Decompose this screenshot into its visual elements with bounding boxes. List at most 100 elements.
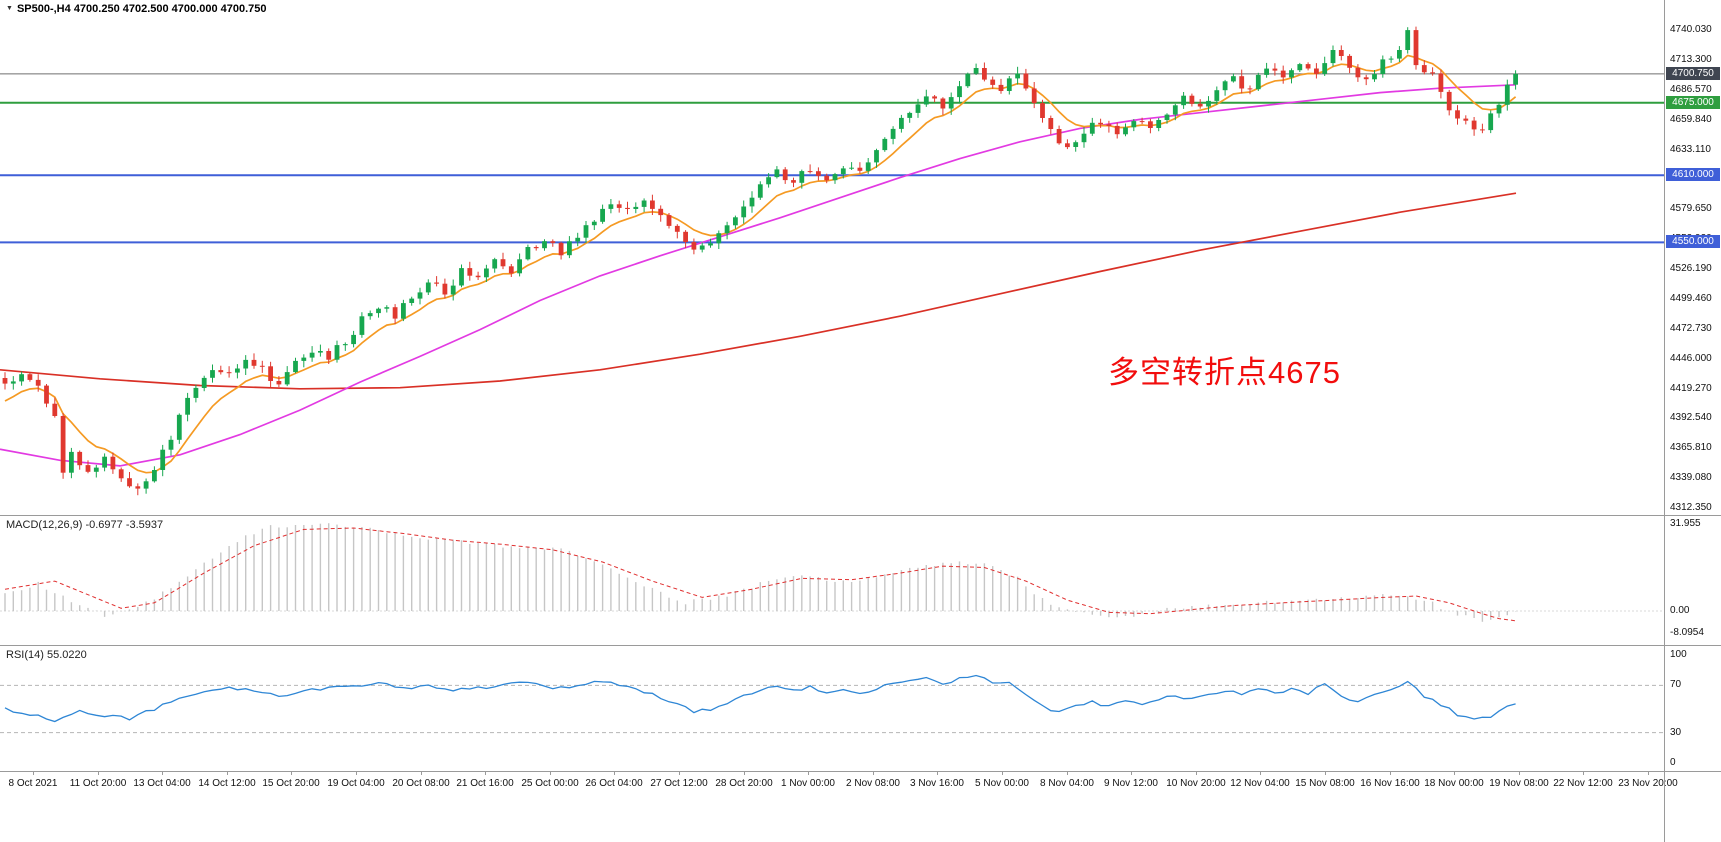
rsi-axis-label: 70 — [1670, 679, 1682, 690]
price-axis[interactable]: 4740.030 4713.300 4686.570 4659.840 4633.110… — [1665, 0, 1721, 842]
time-axis-tick — [1325, 772, 1326, 775]
time-axis-label: 14 Oct 12:00 — [198, 778, 256, 789]
time-axis-tick — [1260, 772, 1261, 775]
moving-average-lines — [0, 54, 1517, 474]
price-axis-label: 4339.080 — [1670, 472, 1712, 483]
time-axis-label: 3 Nov 16:00 — [910, 778, 964, 789]
time-axis-label: 15 Nov 08:00 — [1295, 778, 1355, 789]
time-axis-tick — [808, 772, 809, 775]
time-axis-label: 19 Nov 08:00 — [1489, 778, 1549, 789]
rsi-panel-separator[interactable] — [0, 645, 1721, 646]
time-axis-tick — [873, 772, 874, 775]
price-axis-label: 4472.730 — [1670, 323, 1712, 334]
rsi-axis-label: 100 — [1670, 649, 1687, 660]
time-axis-label: 27 Oct 12:00 — [650, 778, 708, 789]
macd-signal-line — [4, 527, 1516, 622]
time-axis-label: 9 Nov 12:00 — [1104, 778, 1158, 789]
time-axis-label: 11 Oct 20:00 — [69, 778, 127, 789]
time-axis-tick — [291, 772, 292, 775]
price-axis-label: 4392.540 — [1670, 412, 1712, 423]
price-badge: 4675.000 — [1666, 96, 1720, 109]
time-axis-label: 10 Nov 20:00 — [1166, 778, 1226, 789]
ohlc-values: 4700.250 4702.500 4700.000 4700.750 — [73, 3, 267, 15]
rsi-axis-label: 30 — [1670, 727, 1682, 738]
price-axis-label: 4365.810 — [1670, 442, 1712, 453]
price-badge: 4700.750 — [1666, 67, 1720, 80]
collapse-arrow-icon[interactable]: ▼ — [6, 5, 13, 12]
price-axis-label: 4446.000 — [1670, 353, 1712, 364]
time-axis-label: 1 Nov 00:00 — [781, 778, 835, 789]
time-axis-tick — [550, 772, 551, 775]
time-axis-label: 21 Oct 16:00 — [456, 778, 514, 789]
price-badge: 4610.000 — [1666, 168, 1720, 181]
price-axis-label: 4526.190 — [1670, 263, 1712, 274]
price-axis-label: 4713.300 — [1670, 54, 1712, 65]
price-axis-label: 4499.460 — [1670, 293, 1712, 304]
annotation-text: 多空转折点4675 — [1108, 355, 1341, 390]
time-axis-label: 22 Nov 12:00 — [1553, 778, 1613, 789]
price-badge: 4550.000 — [1666, 235, 1720, 248]
time-axis-tick — [1454, 772, 1455, 775]
time-axis-tick — [679, 772, 680, 775]
time-axis-tick — [744, 772, 745, 775]
rsi-level-lines — [0, 684, 1664, 734]
price-axis-label: 4686.570 — [1670, 84, 1712, 95]
time-axis-label: 8 Oct 2021 — [8, 778, 58, 789]
main-price-chart[interactable] — [0, 0, 1664, 515]
time-axis-tick — [1648, 772, 1649, 775]
time-axis-tick — [485, 772, 486, 775]
time-axis-label: 28 Oct 20:00 — [715, 778, 773, 789]
time-axis-label: 18 Nov 00:00 — [1424, 778, 1484, 789]
rsi-axis-label: 0 — [1670, 757, 1676, 768]
time-axis-tick — [1196, 772, 1197, 775]
price-axis-label: 4579.650 — [1670, 203, 1712, 214]
macd-axis-label: -8.0954 — [1670, 627, 1704, 638]
time-axis-label: 23 Nov 20:00 — [1618, 778, 1678, 789]
time-axis-label: 8 Nov 04:00 — [1040, 778, 1094, 789]
macd-histogram — [4, 523, 1517, 622]
macd-axis-label: 31.955 — [1670, 518, 1701, 529]
time-axis-tick — [162, 772, 163, 775]
price-axis-label: 4633.110 — [1670, 144, 1711, 155]
time-axis-tick — [98, 772, 99, 775]
symbol-period-label: SP500-,H4 — [16, 3, 71, 15]
time-axis-label: 13 Oct 04:00 — [133, 778, 191, 789]
time-axis-label: 12 Nov 04:00 — [1230, 778, 1290, 789]
time-axis[interactable]: 8 Oct 2021 11 Oct 20:00 13 Oct 04:00 14 Oct… — [0, 772, 1721, 842]
macd-panel-separator[interactable] — [0, 515, 1721, 516]
macd-axis-label: 0.00 — [1670, 605, 1690, 616]
price-axis-label: 4740.030 — [1670, 24, 1712, 35]
time-axis-tick — [356, 772, 357, 775]
macd-indicator-panel[interactable] — [0, 516, 1664, 645]
time-axis-tick — [1519, 772, 1520, 775]
time-axis-tick — [1390, 772, 1391, 775]
time-axis-tick — [1002, 772, 1003, 775]
time-axis-tick — [421, 772, 422, 775]
rsi-line — [4, 674, 1516, 723]
price-axis-label: 4419.270 — [1670, 383, 1712, 394]
time-axis-label: 5 Nov 00:00 — [975, 778, 1029, 789]
macd-indicator-label: MACD(12,26,9) -0.6977 -3.5937 — [6, 519, 164, 531]
time-axis-label: 15 Oct 20:00 — [262, 778, 320, 789]
time-axis-tick — [1067, 772, 1068, 775]
time-axis-separator — [0, 771, 1721, 772]
time-axis-label: 26 Oct 04:00 — [585, 778, 643, 789]
time-axis-tick — [1131, 772, 1132, 775]
rsi-indicator-label: RSI(14) 55.0220 — [6, 649, 87, 661]
time-axis-label: 2 Nov 08:00 — [846, 778, 900, 789]
candlesticks — [2, 26, 1518, 496]
price-axis-label: 4659.840 — [1670, 114, 1712, 125]
horizontal-level-lines[interactable] — [0, 73, 1664, 244]
time-axis-tick — [1583, 772, 1584, 775]
chart-title: ▼ SP500-,H4 4700.250 4702.500 4700.000 47… — [6, 3, 267, 15]
time-axis-tick — [227, 772, 228, 775]
time-axis-label: 19 Oct 04:00 — [327, 778, 385, 789]
time-axis-label: 25 Oct 00:00 — [521, 778, 579, 789]
time-axis-label: 20 Oct 08:00 — [392, 778, 450, 789]
time-axis-tick — [614, 772, 615, 775]
price-scale-separator — [1664, 0, 1665, 842]
time-axis-tick — [33, 772, 34, 775]
rsi-indicator-panel[interactable] — [0, 646, 1664, 771]
time-axis-tick — [937, 772, 938, 775]
